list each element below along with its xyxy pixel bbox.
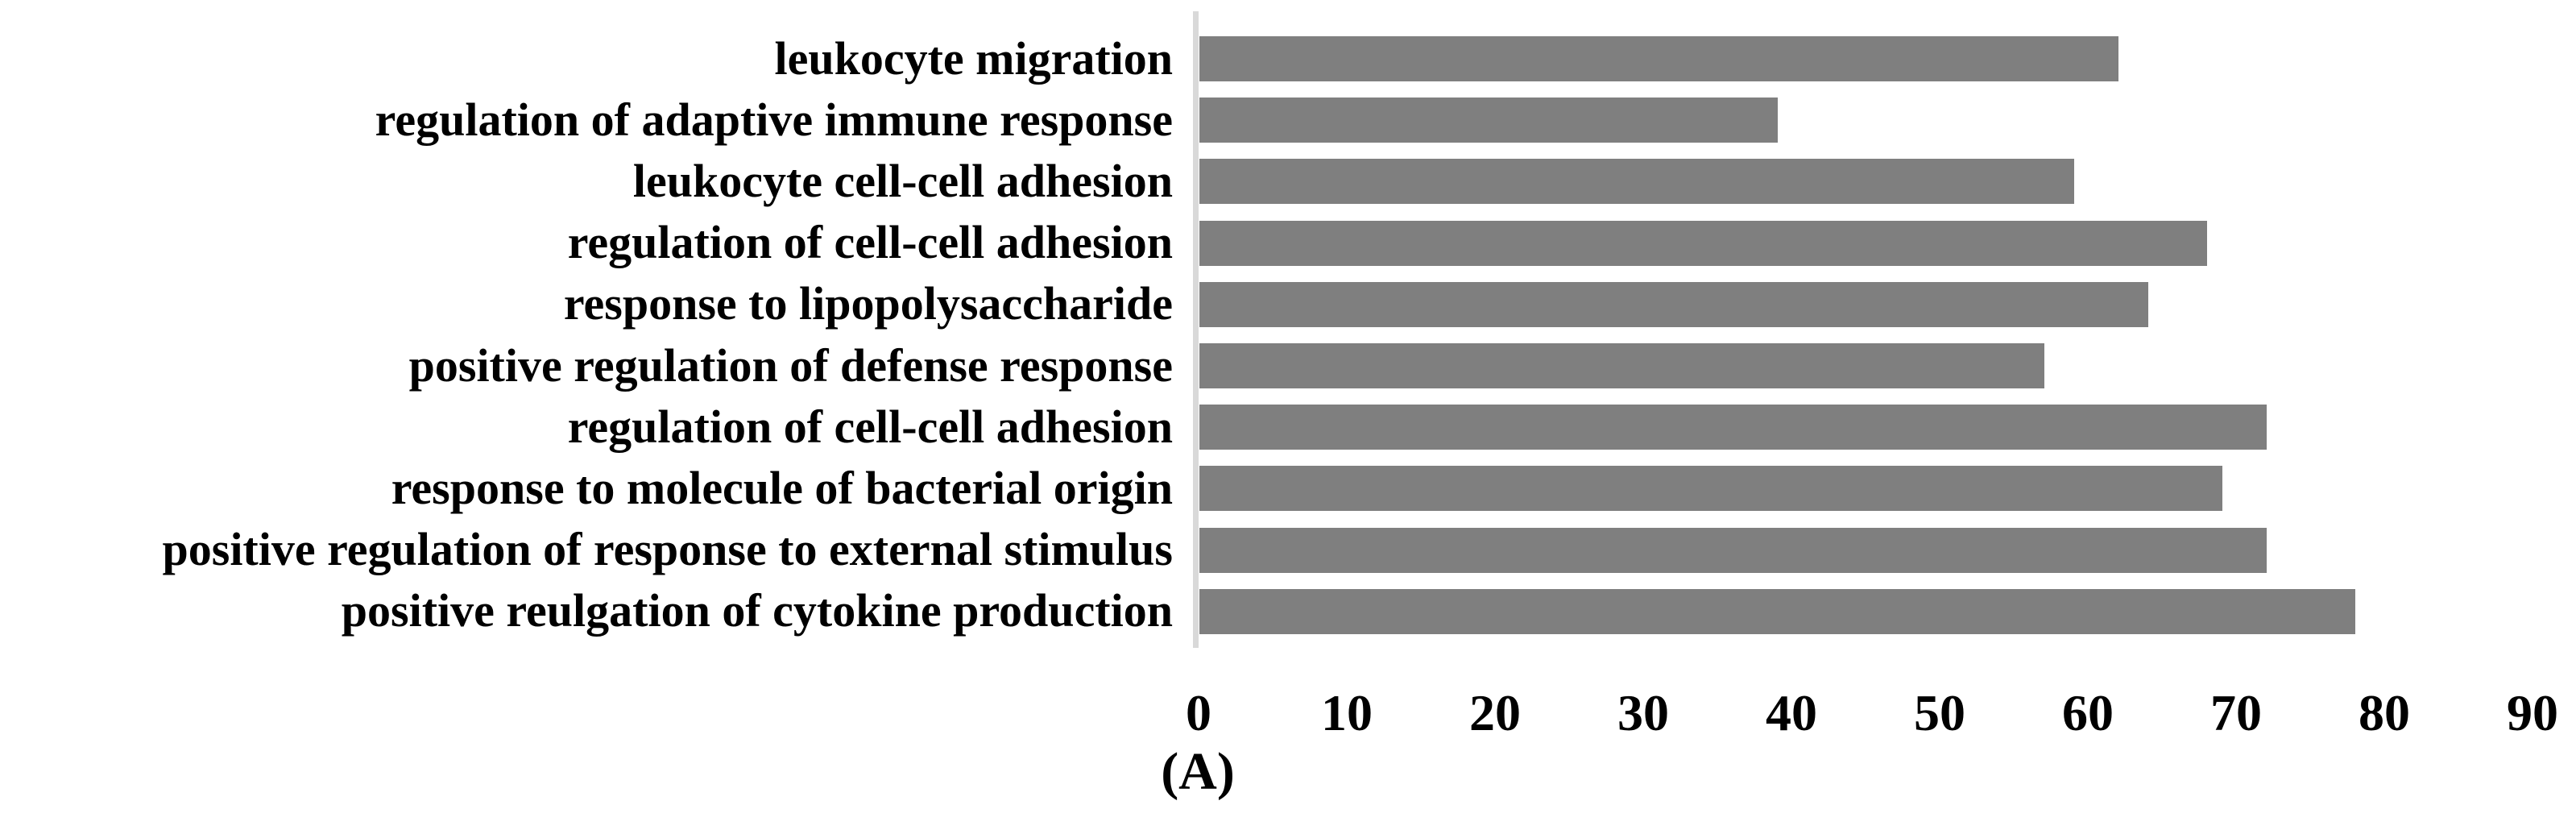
chart-row: positive reulgation of cytokine producti… [0, 581, 2576, 642]
bar-rows: leukocyte migration regulation of adaptiv… [0, 28, 2576, 642]
chart-row: leukocyte migration [0, 28, 2576, 89]
bar [1199, 527, 2267, 573]
category-label: positive reulgation of cytokine producti… [341, 584, 1173, 637]
category-label: regulation of cell-cell adhesion [567, 400, 1173, 453]
category-label: regulation of adaptive immune response [375, 93, 1173, 146]
x-tick-label: 40 [1766, 684, 1817, 741]
bar [1199, 405, 2267, 450]
category-label: positive regulation of response to exter… [162, 523, 1173, 576]
x-tick-label: 70 [2210, 684, 2262, 741]
x-axis-tick-labels: 0 10 20 30 40 50 60 70 80 90 [0, 681, 2576, 745]
category-label: response to molecule of bacterial origin [391, 461, 1173, 514]
chart-row: response to molecule of bacterial origin [0, 458, 2576, 519]
x-tick-label: 30 [1617, 684, 1669, 741]
category-label: positive regulation of defense response [408, 338, 1173, 392]
x-tick-label: 20 [1469, 684, 1521, 741]
category-label: leukocyte migration [774, 31, 1173, 85]
category-axis-line [1193, 11, 1199, 648]
x-tick-label: 60 [2062, 684, 2114, 741]
bar [1199, 466, 2222, 512]
bar [1199, 36, 2118, 82]
chart-row: response to lipopolysaccharide [0, 274, 2576, 335]
chart-row: leukocyte cell-cell adhesion [0, 151, 2576, 212]
x-tick-label: 50 [1914, 684, 1965, 741]
chart-row: regulation of adaptive immune response [0, 89, 2576, 151]
chart-row: regulation of cell-cell adhesion [0, 396, 2576, 458]
bar [1199, 588, 2356, 634]
category-label: leukocyte cell-cell adhesion [632, 155, 1173, 208]
panel-label: (A) [1161, 742, 1235, 801]
bar [1199, 281, 2148, 327]
x-tick-label: 10 [1321, 684, 1373, 741]
x-tick-label: 90 [2507, 684, 2558, 741]
bar [1199, 343, 2044, 389]
category-label: response to lipopolysaccharide [563, 277, 1173, 330]
bar [1199, 98, 1778, 143]
bar [1199, 159, 2074, 205]
category-label: regulation of cell-cell adhesion [567, 216, 1173, 269]
x-tick-label: 80 [2359, 684, 2410, 741]
chart-row: regulation of cell-cell adhesion [0, 213, 2576, 274]
bar [1199, 220, 2208, 266]
x-tick-label: 0 [1186, 684, 1211, 741]
chart-row: positive regulation of defense response [0, 335, 2576, 396]
chart-row: positive regulation of response to exter… [0, 520, 2576, 581]
